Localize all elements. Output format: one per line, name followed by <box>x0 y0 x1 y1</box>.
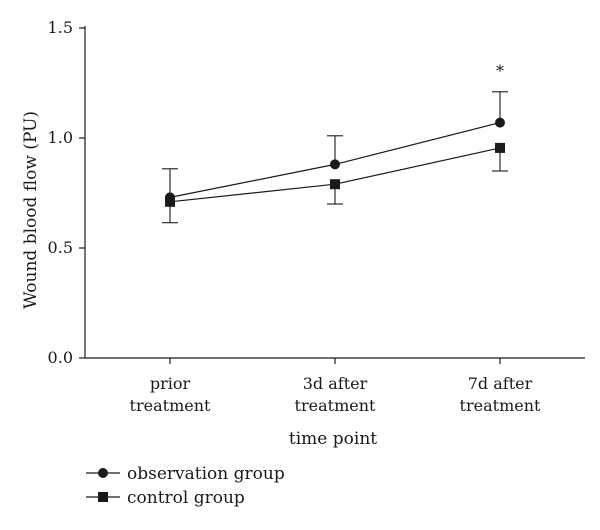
x-axis-ticks: prior treatment 3d after treatment 7d after t… <box>130 358 541 415</box>
legend-item: observation group <box>86 464 285 484</box>
significance-marker: * <box>496 61 504 80</box>
x-tick-label: 7d after <box>468 374 533 393</box>
data-point <box>330 159 340 170</box>
legend-item: control group <box>86 488 245 508</box>
x-tick-label: 3d after <box>303 374 368 393</box>
x-tick-label: treatment <box>295 396 376 415</box>
y-axis-ticks: 0.0 0.5 1.0 1.5 <box>48 18 85 367</box>
y-tick-label: 0.5 <box>48 238 73 257</box>
x-tick-label: prior <box>150 374 191 393</box>
y-tick-label: 0.0 <box>48 348 73 367</box>
legend: observation group control group <box>86 464 285 508</box>
legend-marker-square <box>98 492 108 502</box>
legend-label: observation group <box>127 464 285 484</box>
y-tick-label: 1.5 <box>48 18 73 37</box>
x-axis-label: time point <box>289 429 377 449</box>
data-point <box>330 179 340 190</box>
y-tick-label: 1.0 <box>48 128 73 147</box>
x-tick-label: treatment <box>460 396 541 415</box>
data-point <box>495 142 505 153</box>
y-axis-label: Wound blood flow (PU) <box>21 111 41 309</box>
data-point <box>495 117 505 128</box>
annotations: * <box>496 61 504 80</box>
series-control-group <box>162 142 508 224</box>
data-point <box>165 196 175 207</box>
x-tick-label: treatment <box>130 396 211 415</box>
legend-label: control group <box>127 488 245 508</box>
legend-marker-circle <box>98 468 108 478</box>
series-layer <box>162 91 508 224</box>
